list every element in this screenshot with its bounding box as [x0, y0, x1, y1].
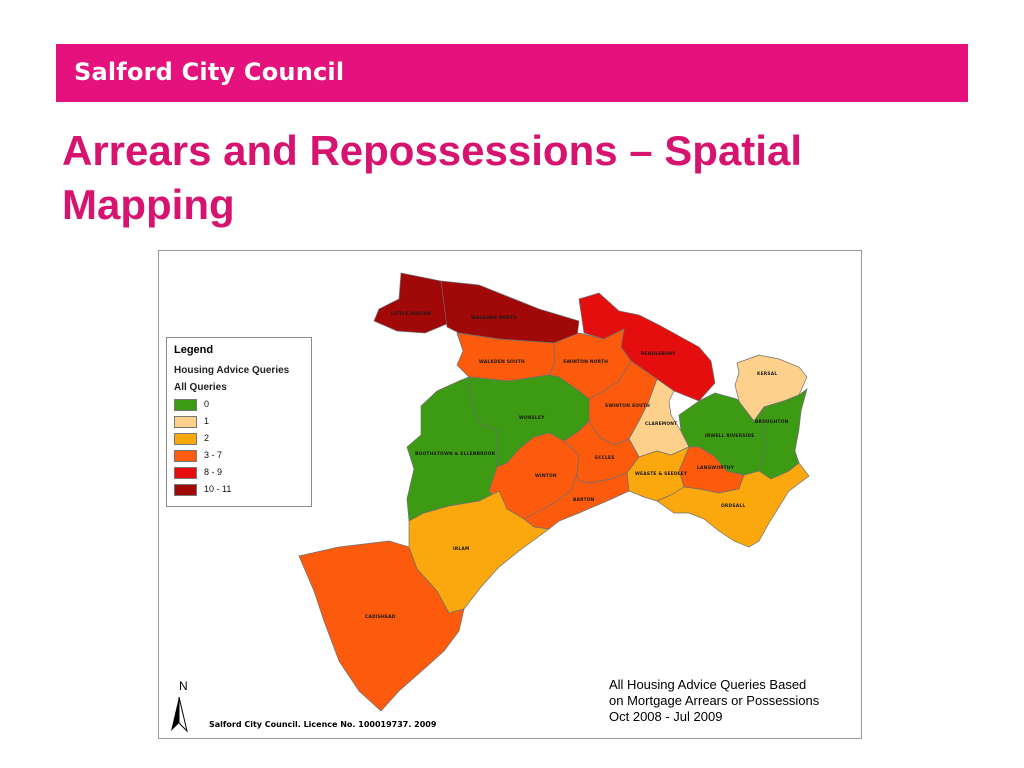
- north-arrow-icon: [171, 696, 188, 733]
- legend-label: 3 - 7: [204, 450, 223, 460]
- legend-label: 0: [204, 399, 210, 409]
- ward-label-claremont: CLAREMONT: [645, 421, 677, 427]
- ward-barton: [523, 472, 630, 530]
- ward-map: LITTLE HULTON WALKDEN NORTH PENDLEBURY W…: [298, 272, 810, 712]
- ward-label-little-hulton: LITTLE HULTON: [391, 311, 431, 317]
- legend-label: 8 - 9: [204, 467, 223, 477]
- ward-label-barton: BARTON: [573, 497, 595, 503]
- ward-label-boothstown: BOOTHSTOWN & ELLENBROOK: [415, 451, 496, 457]
- map-legend: Legend Housing Advice Queries All Querie…: [166, 337, 312, 507]
- ward-label-swinton-south: SWINTON SOUTH: [605, 403, 650, 409]
- ward-label-eccles: ECCLES: [595, 455, 615, 461]
- ward-label-broughton: BROUGHTON: [755, 419, 789, 425]
- map-frame: LITTLE HULTON WALKDEN NORTH PENDLEBURY W…: [158, 250, 862, 739]
- legend-swatch: [174, 399, 197, 411]
- ward-label-walkden-north: WALKDEN NORTH: [471, 315, 517, 321]
- ward-cadishead: [298, 540, 465, 712]
- ward-label-walkden-south: WALKDEN SOUTH: [479, 359, 525, 365]
- legend-subtitle: Housing Advice Queries: [174, 365, 290, 376]
- north-arrow: N: [167, 679, 191, 735]
- ward-label-winton: WINTON: [535, 473, 557, 479]
- ward-label-kersal: KERSAL: [757, 371, 777, 377]
- licence-text: Salford City Council. Licence No. 100019…: [209, 720, 437, 729]
- ward-label-weaste: WEASTE & SEEDLEY: [635, 471, 688, 477]
- map-caption: All Housing Advice Queries Based on Mort…: [609, 677, 819, 725]
- ward-broughton: [758, 388, 808, 480]
- legend-label: 10 - 11: [204, 484, 232, 494]
- legend-swatch: [174, 467, 197, 479]
- north-label: N: [179, 679, 188, 693]
- legend-label: 2: [204, 433, 210, 443]
- ward-label-worsley: WORSLEY: [519, 415, 545, 421]
- caption-line-1: All Housing Advice Queries Based: [609, 677, 807, 692]
- organisation-name: Salford City Council: [74, 58, 345, 86]
- ward-label-swinton-north: SWINTON NORTH: [563, 359, 608, 365]
- ward-label-langworthy: LANGWORTHY: [697, 465, 735, 471]
- ward-label-irlam: IRLAM: [453, 546, 470, 552]
- ward-label-ordsall: ORDSALL: [721, 503, 745, 509]
- ward-label-cadishead: CADISHEAD: [365, 614, 396, 620]
- header-banner: Salford City Council: [56, 44, 968, 102]
- caption-line-3: Oct 2008 - Jul 2009: [609, 709, 723, 724]
- legend-swatch: [174, 484, 197, 496]
- legend-swatch: [174, 433, 197, 445]
- ward-little-hulton: [373, 272, 450, 334]
- ward-label-pendlebury: PENDLEBURY: [641, 351, 676, 357]
- legend-field: All Queries: [174, 382, 227, 393]
- ward-ordsall: [656, 462, 810, 548]
- ward-label-irwell-riverside: IRWELL RIVERSIDE: [705, 433, 754, 439]
- legend-label: 1: [204, 416, 210, 426]
- caption-line-2: on Mortgage Arrears or Possessions: [609, 693, 820, 708]
- slide-title: Arrears and Repossessions – Spatial Mapp…: [62, 127, 802, 228]
- legend-swatch: [174, 416, 197, 428]
- legend-title: Legend: [174, 344, 214, 356]
- legend-swatch: [174, 450, 197, 462]
